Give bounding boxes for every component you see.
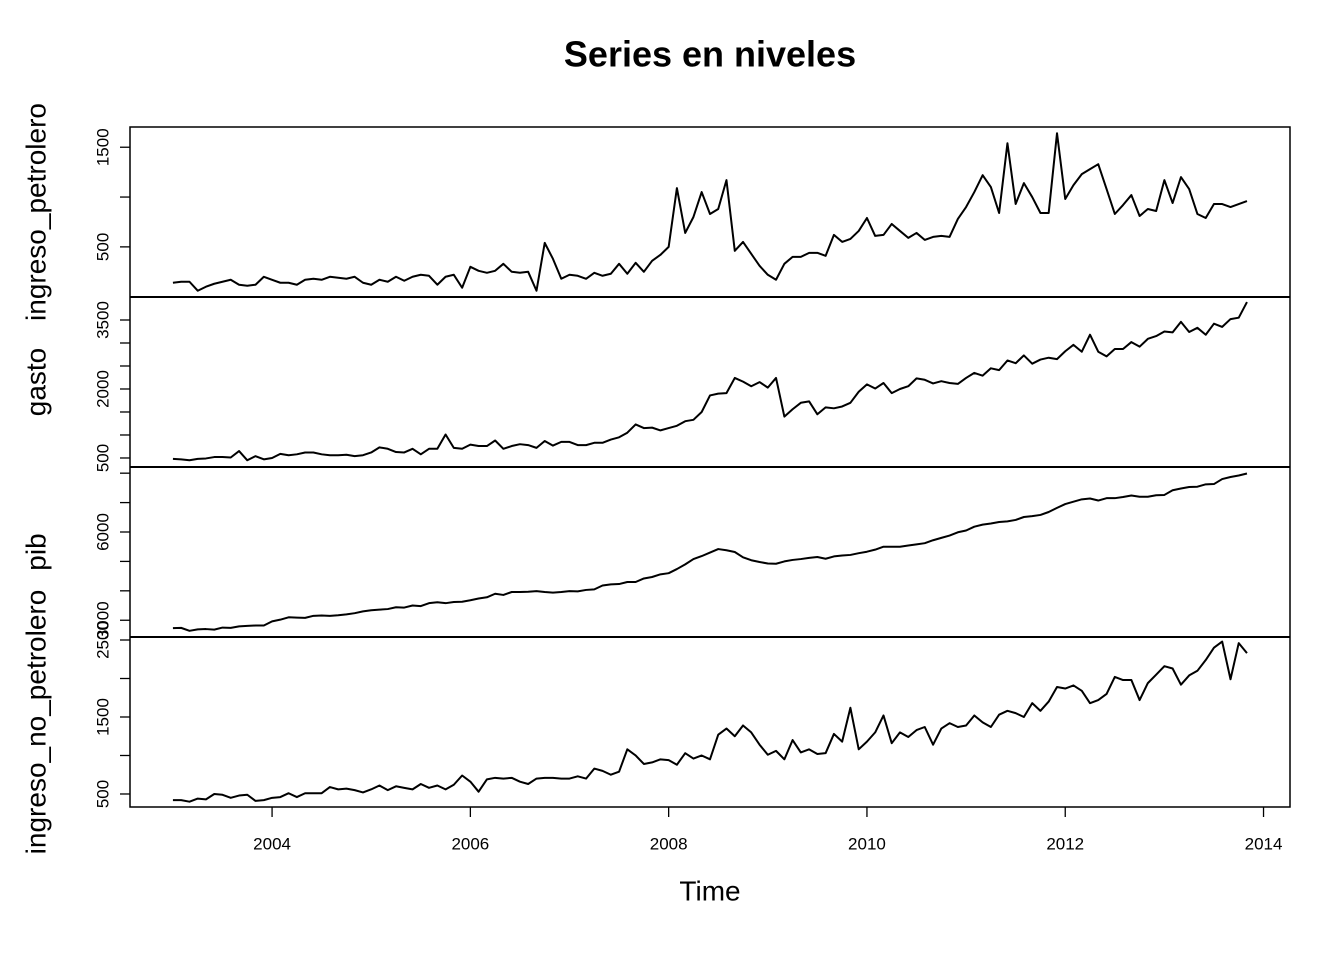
y-tick-label: 500 — [93, 444, 112, 472]
x-tick-label: 2006 — [451, 834, 489, 853]
chart-title: Series en niveles — [564, 34, 856, 75]
y-tick-label: 3000 — [93, 601, 112, 639]
x-tick-label: 2014 — [1245, 834, 1283, 853]
x-tick-label: 2008 — [650, 834, 688, 853]
y-axis-label: pib — [20, 533, 51, 570]
y-tick-label: 1500 — [93, 698, 112, 736]
x-tick-label: 2004 — [253, 834, 291, 853]
series-line — [172, 472, 1248, 632]
x-axis-label: Time — [679, 875, 740, 906]
x-tick-label: 2010 — [848, 834, 886, 853]
y-axis-label: ingreso_petrolero — [20, 103, 51, 321]
y-axis-label: gasto — [20, 348, 51, 417]
y-tick-label: 1500 — [93, 128, 112, 166]
y-tick-label: 6000 — [93, 513, 112, 551]
y-tick-label: 500 — [93, 780, 112, 808]
series-line — [172, 132, 1248, 292]
y-tick-label: 3500 — [93, 301, 112, 339]
y-axis-label: ingreso_no_petrolero — [20, 590, 51, 855]
series-line — [172, 301, 1248, 462]
y-tick-label: 2500 — [93, 621, 112, 659]
y-tick-label: 2000 — [93, 370, 112, 408]
y-tick-label: 500 — [93, 233, 112, 261]
series-line — [172, 640, 1248, 803]
x-tick-label: 2012 — [1046, 834, 1084, 853]
